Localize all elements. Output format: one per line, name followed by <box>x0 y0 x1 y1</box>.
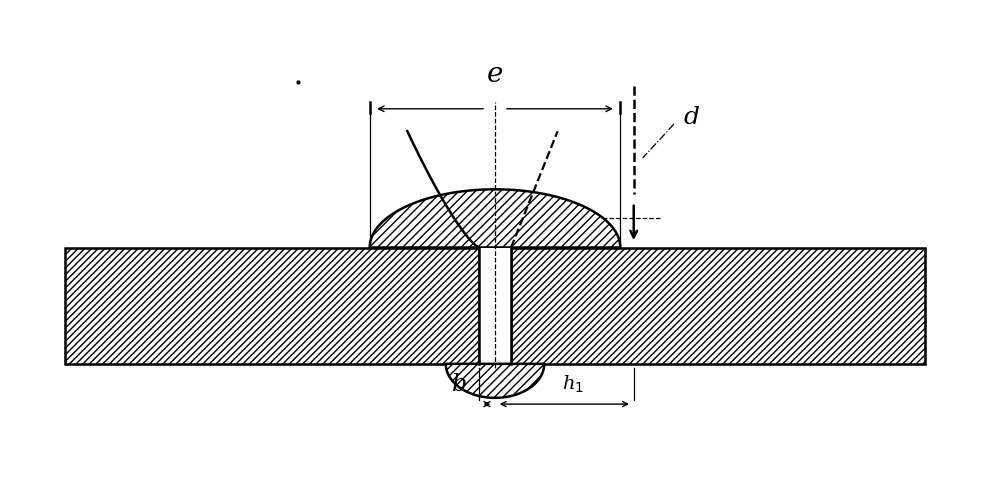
Text: h$_1$: h$_1$ <box>562 374 584 395</box>
Polygon shape <box>446 364 544 398</box>
Text: e: e <box>487 61 503 88</box>
Text: d: d <box>684 106 700 129</box>
Polygon shape <box>65 248 479 364</box>
Polygon shape <box>511 248 925 364</box>
Polygon shape <box>479 248 511 364</box>
Text: b: b <box>451 373 466 396</box>
Polygon shape <box>369 189 621 248</box>
